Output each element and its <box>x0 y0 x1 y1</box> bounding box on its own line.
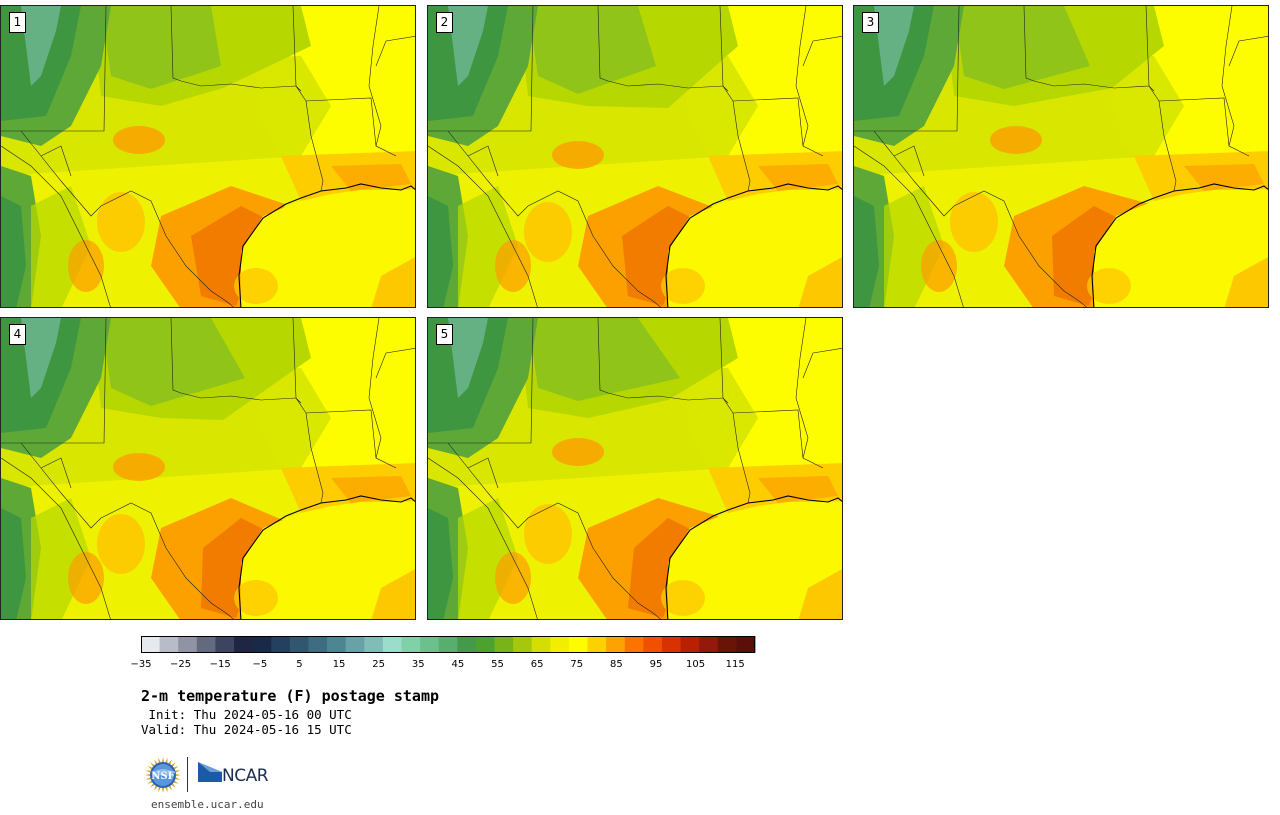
colorbar-swatch <box>401 636 421 653</box>
colorbar-swatch <box>271 636 291 653</box>
ncar-logo-mark <box>198 762 222 782</box>
colorbar-swatch <box>587 636 607 653</box>
nsf-logo-text: NSF <box>151 771 174 782</box>
colorbar-tick-label: 25 <box>372 659 386 670</box>
colorbar-swatch <box>494 636 514 653</box>
valid-time: Valid: Thu 2024-05-16 15 UTC <box>141 722 352 737</box>
colorbar-swatch <box>178 636 198 653</box>
map-panel-5: 5 <box>427 317 843 620</box>
colorbar-swatch <box>717 636 737 653</box>
temperature-map <box>854 6 1268 307</box>
colorbar-tick-label: 105 <box>686 659 706 670</box>
colorbar-tick-label: 35 <box>411 659 425 670</box>
colorbar-tick-label: 65 <box>530 659 544 670</box>
temperature-map <box>428 6 842 307</box>
colorbar-swatch <box>327 636 347 653</box>
colorbar-swatch <box>624 636 644 653</box>
nsf-logo: NSF <box>145 757 181 793</box>
colorbar-swatch <box>550 636 570 653</box>
colorbar-swatch <box>736 636 756 653</box>
colorbar-swatch <box>382 636 402 653</box>
colorbar-tick-label: −25 <box>170 659 192 670</box>
source-url: ensemble.ucar.edu <box>151 798 264 811</box>
colorbar-swatch <box>606 636 626 653</box>
colorbar-swatch <box>420 636 440 653</box>
colorbar-swatch <box>680 636 700 653</box>
colorbar-swatch <box>531 636 551 653</box>
colorbar-swatch <box>345 636 365 653</box>
colorbar-swatch <box>364 636 384 653</box>
panel-number-label: 5 <box>436 324 453 345</box>
colorbar-swatch <box>141 636 161 653</box>
colorbar-tick-label: 15 <box>332 659 346 670</box>
colorbar-frame <box>141 636 755 653</box>
colorbar-swatch <box>215 636 235 653</box>
colorbar-swatch <box>643 636 663 653</box>
temperature-map <box>428 318 842 619</box>
colorbar-tick-label: −15 <box>209 659 231 670</box>
colorbar-tick-label: 5 <box>296 659 303 670</box>
colorbar-tick-label: 85 <box>609 659 623 670</box>
map-panel-4: 4 <box>0 317 416 620</box>
colorbar-swatch <box>661 636 681 653</box>
colorbar-swatch <box>699 636 719 653</box>
init-time: Init: Thu 2024-05-16 00 UTC <box>141 707 352 722</box>
colorbar-swatch <box>252 636 272 653</box>
colorbar-tick-label: 115 <box>725 659 745 670</box>
colorbar-tick-label: 45 <box>451 659 465 670</box>
panel-number-label: 1 <box>9 12 26 33</box>
map-panel-3: 3 <box>853 5 1269 308</box>
colorbar-swatch <box>475 636 495 653</box>
panel-number-label: 2 <box>436 12 453 33</box>
map-panel-2: 2 <box>427 5 843 308</box>
colorbar-tick-label: −5 <box>252 659 268 670</box>
colorbar-swatch <box>568 636 588 653</box>
chart-title: 2-m temperature (F) postage stamp <box>141 687 440 705</box>
panel-number-label: 3 <box>862 12 879 33</box>
logo-divider <box>187 757 188 792</box>
colorbar-tick-label: 95 <box>649 659 663 670</box>
colorbar-tick-label: 75 <box>570 659 584 670</box>
colorbar-swatch <box>457 636 477 653</box>
colorbar-swatch <box>438 636 458 653</box>
colorbar-tick-label: −35 <box>130 659 152 670</box>
colorbar-swatch <box>234 636 254 653</box>
map-panel-1: 1 <box>0 5 416 308</box>
panel-number-label: 4 <box>9 324 26 345</box>
colorbar-swatch <box>196 636 216 653</box>
colorbar-swatch <box>289 636 309 653</box>
temperature-map <box>1 318 415 619</box>
ncar-logo-text: NCAR <box>222 766 269 786</box>
colorbar-swatch <box>513 636 533 653</box>
colorbar-swatch <box>159 636 179 653</box>
colorbar-swatch <box>308 636 328 653</box>
colorbar-tick-label: 55 <box>491 659 504 670</box>
temperature-map <box>1 6 415 307</box>
temperature-colorbar <box>141 636 756 653</box>
